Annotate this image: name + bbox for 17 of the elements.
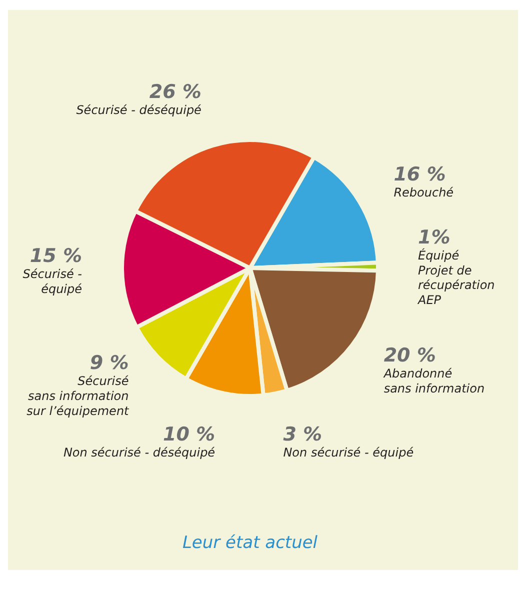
data-label: 20 % [384,344,436,367]
data-label: 9 % [90,352,129,374]
slice-label: Équipé Projet de récupération AEP [416,247,495,308]
slice-label: Non sécurisé - équipé [283,446,414,460]
data-label: 15 % [30,244,82,267]
data-label: 1% [418,226,450,248]
data-label: 3 % [283,424,322,446]
slice-label: Rebouché [394,185,454,200]
data-label: 10 % [162,423,216,446]
slice-label: Sécurisé - équipé [22,266,82,296]
data-label: 26 % [149,81,202,104]
slice-label: Sécurisé sans information sur l’équipement [26,374,130,418]
data-label: 16 % [394,163,446,186]
slice-label: Abandonné sans information [382,366,485,396]
slice-label: Sécurisé - déséquipé [76,103,202,118]
slice-label: Non sécurisé - déséquipé [63,445,216,460]
text: Leur état actuel [182,533,318,553]
